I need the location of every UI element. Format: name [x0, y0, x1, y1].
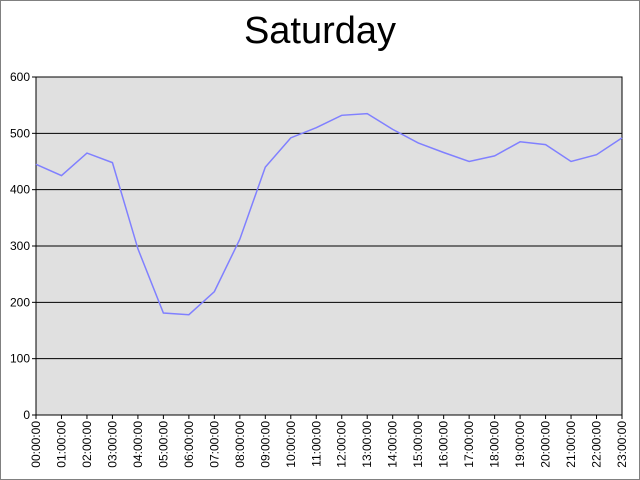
x-axis-tick-labels: 00:00:00 01:00:00 02:00:00 03:00:00 04:00:00…	[29, 415, 629, 468]
x-tick-label: 01:00:00	[54, 421, 68, 468]
x-tick-label: 23:00:00	[615, 421, 629, 468]
x-tick-label: 04:00:00	[131, 421, 145, 468]
x-tick-label: 17:00:00	[462, 421, 476, 468]
x-tick-label: 21:00:00	[564, 421, 578, 468]
x-tick-label: 10:00:00	[284, 421, 298, 468]
y-tick-label: 300	[10, 239, 30, 253]
y-tick-label: 400	[10, 183, 30, 197]
x-tick-label: 09:00:00	[258, 421, 272, 468]
chart-title: Saturday	[243, 10, 397, 52]
x-tick-label: 15:00:00	[411, 421, 425, 468]
x-tick-label: 02:00:00	[80, 421, 94, 468]
y-tick-label: 500	[10, 126, 30, 140]
series-layer	[35, 112, 623, 316]
y-axis-tick-labels: 0 100 200 300 400 500 600	[10, 70, 36, 422]
x-tick-label: 16:00:00	[437, 421, 451, 468]
x-tick-label: 13:00:00	[360, 421, 374, 468]
y-tick-label: 0	[23, 408, 30, 422]
x-tick-label: 03:00:00	[105, 421, 119, 468]
x-tick-label: 22:00:00	[590, 421, 604, 468]
y-tick-label: 600	[10, 70, 30, 84]
gridlines	[36, 76, 622, 360]
x-tick-label: 19:00:00	[513, 421, 527, 468]
y-tick-label: 100	[10, 352, 30, 366]
x-tick-label: 20:00:00	[539, 421, 553, 468]
x-tick-label: 18:00:00	[488, 421, 502, 468]
x-tick-label: 05:00:00	[156, 421, 170, 468]
x-tick-label: 00:00:00	[29, 421, 43, 468]
series-line	[35, 112, 623, 316]
x-tick-label: 12:00:00	[335, 421, 349, 468]
x-tick-label: 14:00:00	[386, 421, 400, 468]
x-tick-label: 11:00:00	[309, 421, 323, 467]
x-tick-label: 06:00:00	[182, 421, 196, 468]
y-tick-label: 200	[10, 295, 30, 309]
x-tick-label: 08:00:00	[233, 421, 247, 468]
x-tick-label: 07:00:00	[207, 421, 221, 468]
